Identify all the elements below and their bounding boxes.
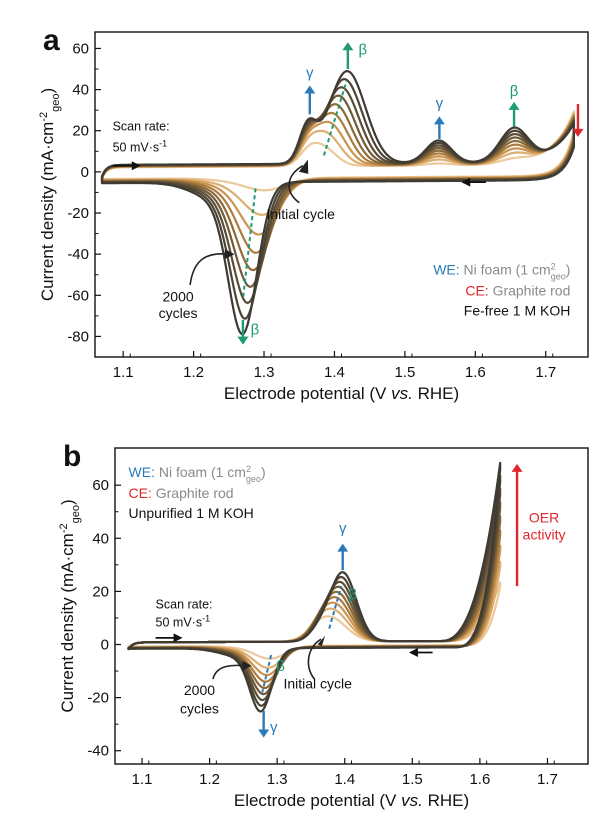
y-tick-label: 20 [72, 123, 89, 140]
cycles-2000-label-l2: cycles [159, 305, 198, 321]
x-tick-label: 1.2 [183, 364, 204, 381]
y-tick-label: 0 [101, 637, 109, 654]
gamma-label-1: γ [339, 520, 347, 537]
y-tick-label: 60 [72, 40, 89, 57]
y-tick-label: -40 [67, 246, 89, 263]
cv-curve-a-5 [100, 94, 576, 288]
initial-cycle-pointer [307, 638, 322, 680]
x-tick-label: 1.4 [334, 771, 355, 788]
gamma-label-2: γ [436, 95, 444, 112]
x-tick-label: 1.3 [254, 364, 275, 381]
x-tick-label: 1.1 [113, 364, 134, 381]
y-tick-label: -20 [67, 205, 89, 222]
cv-curve-a-2 [100, 113, 576, 236]
scan-rate-value: 50 mV·s-1 [113, 138, 168, 154]
legend-we: WE: Ni foam (1 cm2 geo) [129, 464, 266, 484]
legend-we: WE: Ni foam (1 cm2 geo) [433, 262, 570, 282]
legend-electrolyte: Fe-free 1 M KOH [464, 303, 571, 319]
legend-ce: CE: Graphite rod [129, 485, 234, 501]
initial-cycle-pointer [288, 165, 304, 204]
trend-line-anodic [328, 585, 343, 629]
x-tick-label: 1.2 [199, 771, 220, 788]
cycles-2000-pointer [189, 252, 229, 286]
gamma-arrow-1-head [337, 543, 349, 552]
gamma-arrow-2-head [433, 116, 445, 125]
cycles-2000-pointer-head [224, 249, 235, 260]
x-tick-label: 1.3 [267, 771, 288, 788]
oer-label-l1: OER [529, 509, 559, 525]
cycles-2000-label-l2: cycles [180, 701, 219, 717]
oer-decrease-arrow-head [572, 128, 584, 137]
initial-cycle-label: Initial cycle [283, 675, 352, 691]
x-tick-label: 1.5 [394, 364, 415, 381]
y-tick-label: 0 [81, 164, 89, 181]
beta-label-2: β [510, 83, 519, 100]
legend-ce: CE: Graphite rod [465, 283, 570, 299]
panel-letter: b [63, 440, 81, 473]
beta-label-2: β [276, 658, 285, 675]
gamma-arrow-2-head [258, 729, 270, 738]
x-tick-label: 1.6 [469, 771, 490, 788]
y-tick-label: -40 [87, 743, 109, 760]
cv-curve-b-8 [127, 461, 502, 713]
y-tick-label: 60 [92, 477, 109, 494]
x-axis-label: Electrode potential (V vs. RHE) [224, 384, 459, 403]
scan-rate-label: Scan rate: [113, 120, 170, 134]
oer-label-l2: activity [523, 527, 566, 543]
scan-direction-reverse-head [461, 177, 471, 187]
initial-cycle-label: Initial cycle [266, 206, 335, 222]
trend-line-cathodic [241, 188, 257, 300]
y-axis-label: Current density (mA·cm-2geo) [38, 88, 62, 301]
y-tick-label: -20 [87, 690, 109, 707]
beta-arrow-1-head [342, 42, 354, 51]
x-tick-label: 1.7 [535, 364, 556, 381]
scan-direction-forward-head [173, 633, 183, 643]
x-tick-label: 1.7 [537, 771, 558, 788]
beta-label-1: β [359, 42, 368, 59]
y-tick-label: 40 [72, 82, 89, 99]
scan-rate-value: 50 mV·s-1 [156, 613, 211, 629]
gamma-label-1: γ [306, 64, 314, 81]
beta-arrow-2-head [508, 101, 520, 110]
y-tick-label: 20 [92, 583, 109, 600]
oer-activity-arrow-head [511, 463, 523, 472]
x-tick-label: 1.4 [324, 364, 345, 381]
cycles-2000-label-l1: 2000 [163, 288, 194, 304]
x-tick-label: 1.1 [132, 771, 153, 788]
trend-line-anodic [322, 81, 348, 156]
trend-line-cathodic [261, 654, 273, 693]
x-axis-label: Electrode potential (V vs. RHE) [234, 791, 469, 810]
x-tick-label: 1.6 [465, 364, 486, 381]
gamma-label-2: γ [270, 719, 278, 736]
cycles-2000-label-l1: 2000 [184, 682, 215, 698]
beta-arrow-3-head [237, 336, 249, 345]
initial-cycle-pointer-head [317, 635, 326, 647]
scan-direction-reverse-head [408, 647, 418, 657]
x-tick-label: 1.5 [402, 771, 423, 788]
y-tick-label: -80 [67, 328, 89, 345]
y-tick-label: 40 [92, 530, 109, 547]
gamma-arrow-1-head [304, 85, 316, 94]
initial-cycle-pointer-head [298, 159, 309, 174]
beta-label-3: β [251, 321, 260, 338]
legend-electrolyte: Unpurified 1 M KOH [129, 505, 254, 521]
scan-direction-forward-head [131, 161, 141, 171]
panel-letter: a [43, 24, 60, 57]
beta-label-1: β [349, 586, 358, 603]
cycles-2000-pointer-head [242, 660, 252, 671]
scan-rate-label: Scan rate: [156, 598, 213, 612]
y-axis-label: Current density (mA·cm-2geo) [58, 499, 82, 712]
y-tick-label: -60 [67, 287, 89, 304]
cv-curve-a-8 [100, 69, 576, 336]
